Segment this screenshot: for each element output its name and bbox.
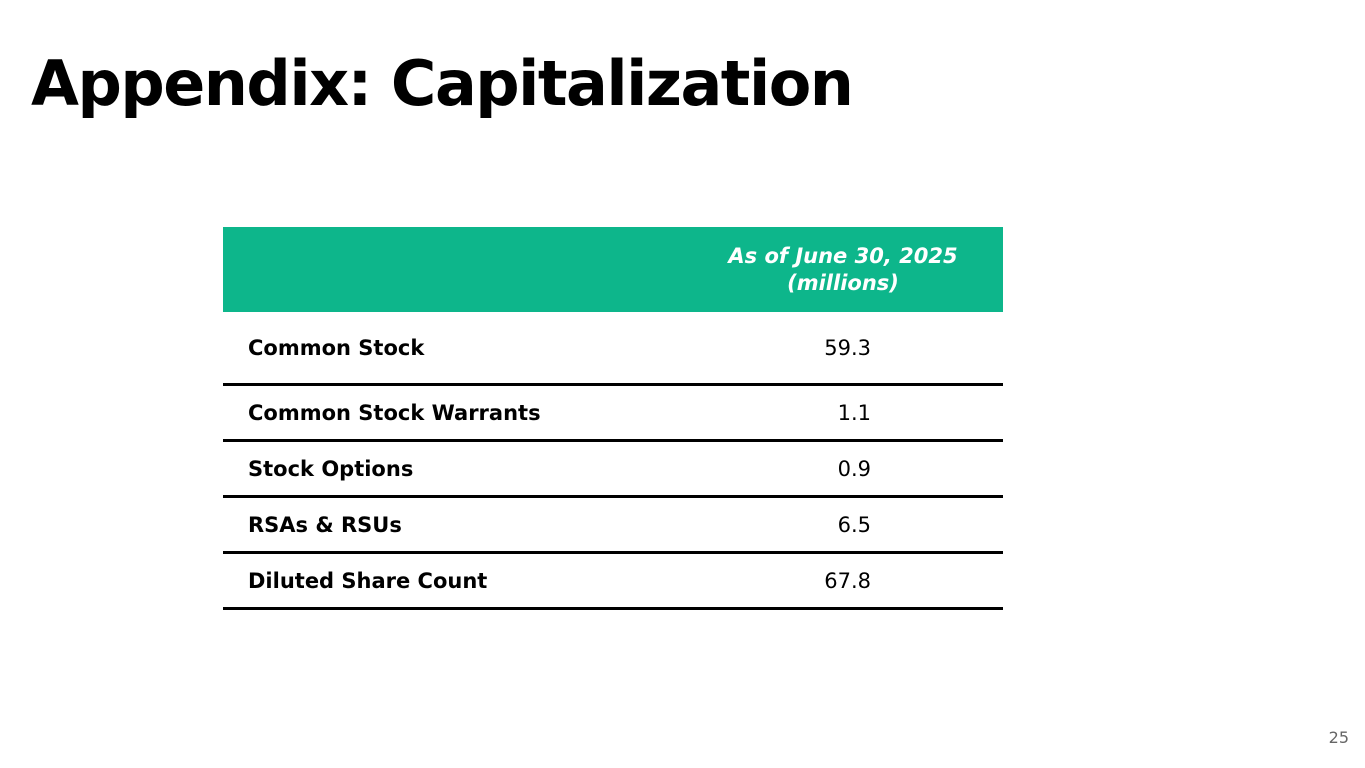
table-row: Common Stock 59.3 <box>223 312 1003 386</box>
table-header: As of June 30, 2025 (millions) <box>223 227 1003 312</box>
row-label: Common Stock <box>248 335 425 360</box>
row-label: Stock Options <box>248 456 414 481</box>
row-label: Diluted Share Count <box>248 568 488 593</box>
table-row: Common Stock Warrants 1.1 <box>223 386 1003 442</box>
row-label: RSAs & RSUs <box>248 512 402 537</box>
row-value: 1.1 <box>837 400 871 425</box>
slide-title: Appendix: Capitalization <box>31 47 854 120</box>
row-label: Common Stock Warrants <box>248 400 541 425</box>
table-row: Diluted Share Count 67.8 <box>223 554 1003 610</box>
page-number: 25 <box>1328 728 1349 747</box>
row-value: 59.3 <box>824 335 871 360</box>
row-value: 0.9 <box>837 456 871 481</box>
capitalization-table: As of June 30, 2025 (millions) Common St… <box>223 227 1003 610</box>
row-value: 6.5 <box>837 512 871 537</box>
column-header: As of June 30, 2025 (millions) <box>723 227 963 312</box>
row-value: 67.8 <box>824 568 871 593</box>
table-row: Stock Options 0.9 <box>223 442 1003 498</box>
table-row: RSAs & RSUs 6.5 <box>223 498 1003 554</box>
column-header-unit: (millions) <box>787 270 899 295</box>
column-header-date: As of June 30, 2025 <box>728 243 958 268</box>
